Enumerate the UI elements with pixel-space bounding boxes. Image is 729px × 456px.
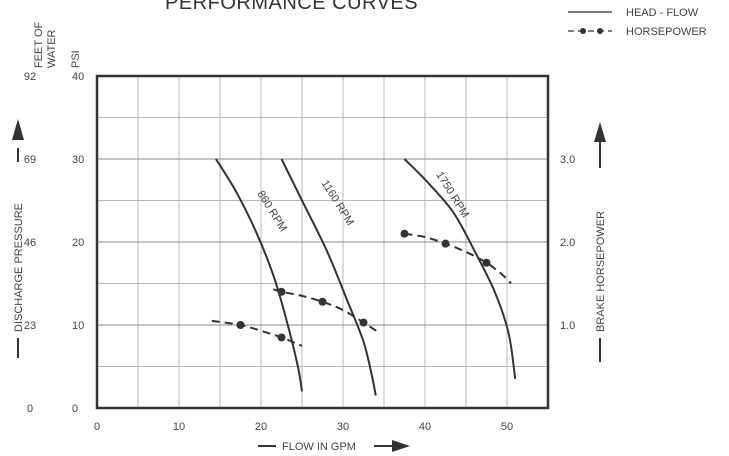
feet-tick-label: 46: [24, 237, 36, 249]
horsepower-marker: [482, 258, 491, 267]
x-tick-label: 50: [501, 421, 513, 433]
horsepower-marker: [400, 229, 409, 238]
x-axis-label-group: FLOW IN GPM: [258, 440, 410, 453]
legend-marker: [580, 28, 586, 34]
series: [211, 158, 517, 396]
plot-frame: [95, 74, 550, 410]
y2-tick-label: 3.0: [560, 154, 575, 166]
horsepower-line: [211, 319, 303, 347]
psi-header: PSI: [70, 50, 82, 68]
feet-of-header: FEET OF: [33, 21, 45, 68]
psi-tick-label: 0: [72, 403, 78, 415]
water-header: WATER: [46, 29, 58, 68]
psi-tick-label: 20: [72, 237, 84, 249]
y-axis-headers: FEET OF WATER PSI: [33, 21, 82, 68]
horsepower-marker: [277, 287, 286, 296]
curve-label: 1160 RPM: [319, 178, 356, 228]
up-arrow-icon: [594, 122, 606, 142]
psi-tick-label: 30: [72, 154, 84, 166]
horsepower-marker: [277, 333, 286, 342]
legend-label-head-flow: HEAD - FLOW: [626, 7, 699, 19]
y2-tick-label: 1.0: [560, 320, 575, 332]
x-tick-label: 0: [94, 421, 100, 433]
curve-labels: 860 RPM 1160 RPM 1750 RPM: [255, 170, 472, 234]
y2-tick-label: 2.0: [560, 237, 575, 249]
x-tick-label: 40: [419, 421, 431, 433]
head-flow-line: [215, 158, 303, 392]
legend: HEAD - FLOW HORSEPOWER: [568, 7, 707, 38]
y-axis-label-left: DISCHARGE PRESSURE: [12, 119, 25, 358]
y-axis-label: DISCHARGE PRESSURE: [13, 203, 25, 332]
x-tick-label: 20: [255, 421, 267, 433]
legend-label-horsepower: HORSEPOWER: [626, 26, 707, 38]
legend-marker: [597, 28, 603, 34]
horsepower-marker: [359, 318, 368, 327]
x-axis-label: FLOW IN GPM: [282, 441, 356, 453]
head-flow-line: [280, 158, 377, 396]
ticks: 0 10 20 30 40 50 0 10 20 30 40 0 23 46 69 92 1.0 2.0 3.0: [24, 71, 575, 433]
psi-tick-label: 40: [72, 71, 84, 83]
feet-tick-label: 69: [24, 154, 36, 166]
y-axis-label-right: BRAKE HORSEPOWER: [594, 122, 607, 362]
curve-label: 860 RPM: [255, 189, 289, 234]
up-arrow-icon: [12, 119, 24, 140]
psi-tick-label: 10: [72, 320, 84, 332]
horsepower-marker: [318, 297, 327, 306]
feet-tick-label: 92: [24, 71, 36, 83]
y2-axis-label: BRAKE HORSEPOWER: [595, 211, 607, 332]
feet-tick-label: 0: [27, 403, 33, 415]
x-tick-label: 30: [337, 421, 349, 433]
right-arrow-icon: [392, 440, 410, 452]
horsepower-line: [404, 232, 512, 285]
horsepower-marker: [236, 321, 245, 329]
x-tick-label: 10: [173, 421, 185, 433]
feet-tick-label: 23: [24, 320, 36, 332]
head-flow-line: [403, 158, 517, 380]
horsepower-marker: [441, 239, 450, 248]
chart-title: PERFORMANCE CURVES: [165, 0, 418, 14]
